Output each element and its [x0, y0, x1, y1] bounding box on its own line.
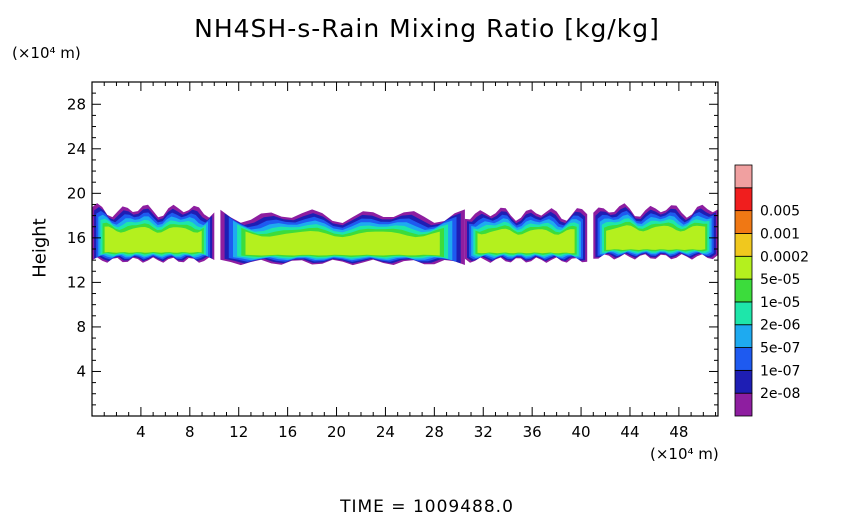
time-label: TIME = 1009488.0 [340, 497, 514, 517]
cloud-band [104, 226, 202, 253]
x-tick-label: 16 [278, 423, 297, 441]
y-tick-label: 16 [67, 229, 86, 247]
cloud-region [464, 207, 588, 263]
colorbar-swatch [734, 210, 753, 234]
colorbar-swatch [734, 347, 753, 371]
colorbar-swatch [734, 187, 753, 212]
colorbar-label: 5e-05 [760, 272, 800, 288]
colorbar-label: 5e-07 [760, 341, 800, 357]
x-tick-label: 48 [669, 423, 688, 441]
colorbar: 2e-08 1e-07 5e-07 2e-06 1e-05 5e-05 0.0002 0.00… [734, 164, 809, 417]
x-tick-label: 4 [136, 423, 146, 441]
colorbar-swatch [734, 324, 753, 348]
cloud-band [245, 231, 440, 256]
y-tick-label: 12 [67, 273, 86, 291]
x-tick-label: 24 [376, 423, 395, 441]
y-tick-label: 28 [67, 95, 86, 113]
y-tick-label: 24 [67, 140, 86, 158]
x-tick-label: 8 [185, 423, 195, 441]
x-axis-unit: (×10⁴ m) [650, 445, 719, 463]
x-tick-label: 12 [229, 423, 248, 441]
colorbar-swatch [734, 278, 753, 303]
colorbar-label: 0.0002 [760, 249, 809, 265]
colorbar-label: 0.005 [760, 204, 800, 220]
x-tick-label: 20 [327, 423, 346, 441]
colorbar-label: 2e-08 [760, 386, 800, 402]
colorbar-swatch [734, 392, 753, 417]
chart-title: NH4SH-s-Rain Mixing Ratio [kg/kg] [194, 14, 660, 43]
cloud-region [220, 209, 465, 266]
x-tick-label: 28 [425, 423, 444, 441]
colorbar-swatch [734, 164, 753, 189]
y-tick-label: 4 [76, 362, 86, 380]
colorbar-label: 0.001 [760, 226, 800, 242]
cloud-band [477, 228, 575, 254]
colorbar-label: 2e-06 [760, 318, 800, 334]
colorbar-swatch [734, 369, 753, 394]
y-axis-unit: (×10⁴ m) [12, 44, 81, 62]
x-tick-label: 32 [474, 423, 493, 441]
colorbar-swatch [734, 301, 753, 326]
y-tick-label: 8 [76, 318, 86, 336]
y-tick-label: 20 [67, 184, 86, 202]
colorbar-label: 1e-05 [760, 295, 800, 311]
x-tick-label: 44 [620, 423, 639, 441]
x-tick-label: 40 [572, 423, 591, 441]
cloud-region [593, 203, 718, 260]
cloud-field [92, 203, 718, 266]
colorbar-swatch [734, 255, 753, 280]
cloud-band [606, 225, 706, 250]
colorbar-swatch [734, 233, 753, 257]
x-tick-label: 36 [523, 423, 542, 441]
colorbar-label: 1e-07 [760, 363, 800, 379]
cloud-region [92, 203, 215, 263]
